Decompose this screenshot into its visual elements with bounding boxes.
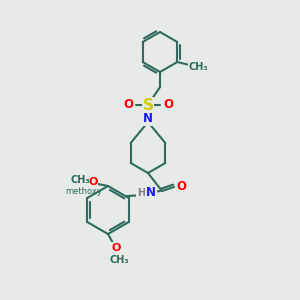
Text: O: O: [163, 98, 173, 112]
Text: N: N: [146, 187, 156, 200]
Text: O: O: [123, 98, 133, 112]
Text: CH₃: CH₃: [188, 62, 208, 72]
Text: CH₃: CH₃: [70, 175, 90, 185]
Text: CH₃: CH₃: [109, 255, 129, 265]
Text: O: O: [88, 177, 98, 187]
Text: N: N: [143, 112, 153, 125]
Text: methoxy: methoxy: [66, 187, 102, 196]
Text: S: S: [142, 98, 154, 112]
Text: H: H: [137, 188, 145, 198]
Text: O: O: [176, 181, 186, 194]
Text: O: O: [111, 243, 121, 253]
